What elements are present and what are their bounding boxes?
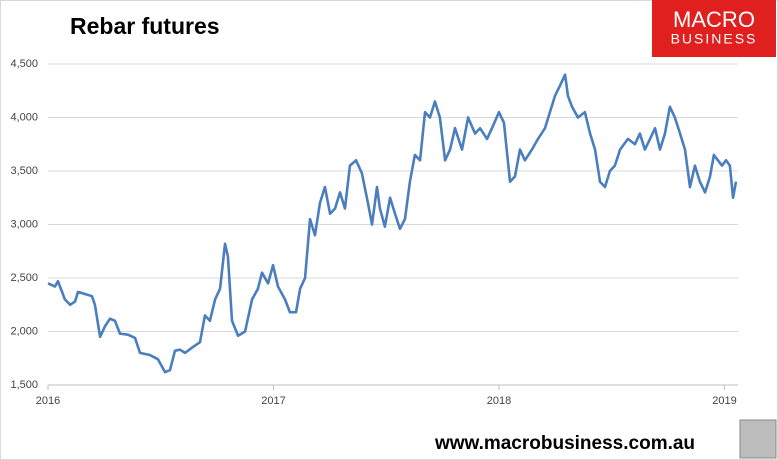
y-tick-label: 2,000: [10, 325, 38, 337]
logo-line2: BUSINESS: [671, 31, 758, 47]
mascot-icon: [739, 419, 777, 459]
x-tick-label: 2016: [36, 395, 60, 407]
price-line: [47, 73, 738, 374]
logo-line1: MACRO: [673, 7, 755, 32]
y-tick-label: 2,500: [10, 272, 38, 284]
y-tick-label: 3,000: [10, 218, 38, 230]
x-tick-label: 2017: [261, 395, 285, 407]
x-tick-label: 2019: [712, 395, 736, 407]
y-tick-label: 1,500: [10, 379, 38, 391]
footer-url: www.macrobusiness.com.au: [434, 433, 695, 454]
y-tick-label: 4,500: [10, 58, 38, 70]
chart-title: Rebar futures: [70, 13, 220, 39]
y-tick-label: 3,500: [10, 165, 38, 177]
y-tick-label: 4,000: [10, 111, 38, 123]
logo: MACRO BUSINESS: [652, 0, 776, 57]
x-tick-label: 2018: [487, 395, 511, 407]
logo-box: [652, 0, 776, 57]
